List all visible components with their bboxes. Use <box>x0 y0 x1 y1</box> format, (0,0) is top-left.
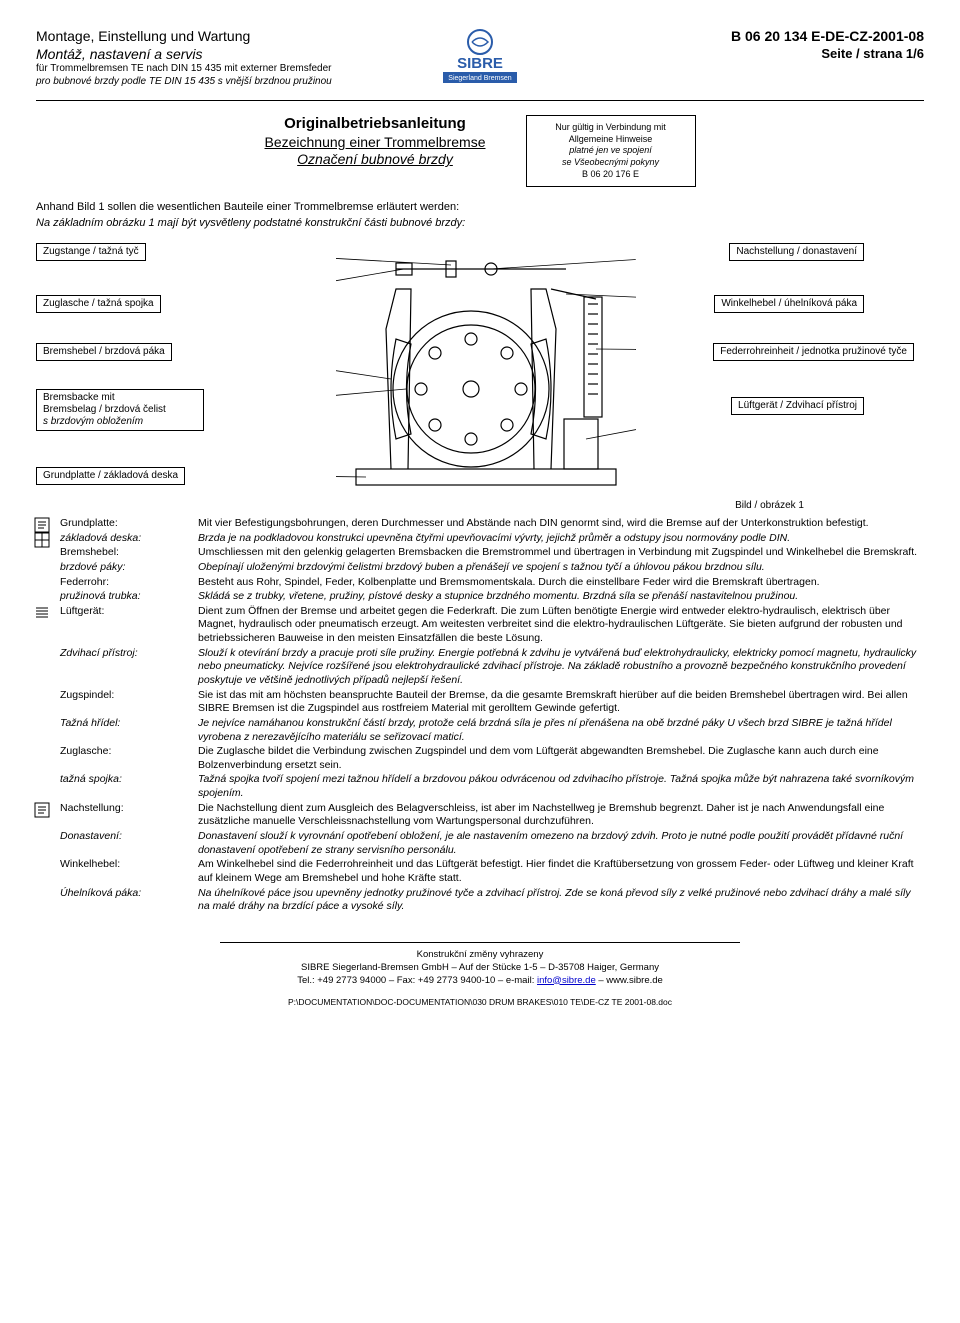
def-term: tažná spojka: <box>60 773 190 800</box>
def-term: Donastavení: <box>60 830 190 857</box>
brake-diagram: Zugstange / tažná tyč Zuglasche / tažná … <box>36 239 924 509</box>
header-sub-cz: pro bubnové brzdy podle TE DIN 15 435 s … <box>36 76 480 89</box>
def-desc: Na úhelníkové páce jsou upevněny jednotk… <box>198 887 924 914</box>
note-icon <box>34 802 52 820</box>
label-zugstange: Zugstange / tažná tyč <box>36 243 146 262</box>
def-term: brzdové páky: <box>60 561 190 575</box>
label-bremshebel: Bremshebel / brzdová páka <box>36 343 172 362</box>
def-desc: Die Zuglasche bildet die Verbindung zwis… <box>198 745 924 772</box>
def-desc: Besteht aus Rohr, Spindel, Feder, Kolben… <box>198 576 924 590</box>
def-term: Úhelníková páka: <box>60 887 190 914</box>
def-desc: Sie ist das mit am höchsten beanspruchte… <box>198 689 924 716</box>
notice-l4: se Všeobecnými pokyny <box>535 157 687 169</box>
label-federrohr: Federrohreinheit / jednotka pružinové ty… <box>713 343 914 362</box>
def-term: Zugspindel: <box>60 689 190 716</box>
notice-l2: Allgemeine Hinweise <box>535 134 687 146</box>
notice-l3: platné jen ve spojení <box>535 145 687 157</box>
footer-l3: Tel.: +49 2773 94000 – Fax: +49 2773 940… <box>36 975 924 988</box>
def-term: Tažná hřídel: <box>60 717 190 744</box>
label-grundplatte: Grundplatte / základová deska <box>36 467 185 486</box>
def-term: Grundplatte: <box>60 517 190 531</box>
title-sub-de: Bezeichnung einer Trommelbremse <box>265 134 486 152</box>
label-winkelhebel: Winkelhebel / úhelníková páka <box>714 295 864 314</box>
label-bremsbacke: Bremsbacke mit Bremsbelag / brzdová čeli… <box>36 389 204 431</box>
validity-notice: Nur gültig in Verbindung mit Allgemeine … <box>526 115 696 187</box>
header-left: Montage, Einstellung und Wartung Montáž,… <box>36 28 480 88</box>
def-desc: Slouží k otevírání brzdy a pracuje proti… <box>198 647 924 688</box>
figure-caption: Bild / obrázek 1 <box>735 500 804 513</box>
def-term: pružinová trubka: <box>60 590 190 604</box>
def-term: Bremshebel: <box>60 546 190 560</box>
def-desc: Tažná spojka tvoří spojení mezi tažnou h… <box>198 773 924 800</box>
footer-path: P:\DOCUMENTATION\DOC-DOCUMENTATION\030 D… <box>36 997 924 1008</box>
svg-text:SIBRE: SIBRE <box>457 55 503 72</box>
title-block: Originalbetriebsanleitung Bezeichnung ei… <box>36 115 924 187</box>
def-desc: Je nejvíce namáhanou konstrukční částí b… <box>198 717 924 744</box>
def-term: Zdvihací přístroj: <box>60 647 190 688</box>
logo: SIBRE Siegerland Bremsen <box>425 28 535 89</box>
def-desc: Skládá se z trubky, vřetene, pružiny, pí… <box>198 590 924 604</box>
def-desc: Dient zum Öffnen der Bremse und arbeitet… <box>198 605 924 646</box>
label-zuglasche: Zuglasche / tažná spojka <box>36 295 161 314</box>
page-footer: Konstrukční změny vyhrazeny SIBRE Sieger… <box>36 942 924 1009</box>
def-desc: Mit vier Befestigungsbohrungen, deren Du… <box>198 517 924 531</box>
header-title-cz: Montáž, nastavení a servis <box>36 46 480 64</box>
def-term: Federrohr: <box>60 576 190 590</box>
doc-number: B 06 20 134 E-DE-CZ-2001-08 <box>480 28 924 46</box>
notice-l1: Nur gültig in Verbindung mit <box>535 122 687 134</box>
definitions: Grundplatte: Mit vier Befestigungsbohrung… <box>60 517 924 914</box>
page-number: Seite / strana 1/6 <box>480 46 924 62</box>
def-desc: Umschliessen mit den gelenkig gelagerten… <box>198 546 924 560</box>
def-desc: Die Nachstellung dient zum Ausgleich des… <box>198 802 924 829</box>
def-term: Nachstellung: <box>60 802 190 829</box>
brake-drawing-icon <box>336 239 636 499</box>
header-rule <box>36 100 924 101</box>
title-main: Originalbetriebsanleitung <box>265 115 486 134</box>
def-term: Zuglasche: <box>60 745 190 772</box>
svg-text:Siegerland Bremsen: Siegerland Bremsen <box>448 75 512 82</box>
header-right: B 06 20 134 E-DE-CZ-2001-08 Seite / stra… <box>480 28 924 62</box>
footer-email-link[interactable]: info@sibre.de <box>537 975 596 986</box>
header-title-de: Montage, Einstellung und Wartung <box>36 28 480 46</box>
lines-icon <box>34 605 52 623</box>
footer-l2: SIBRE Siegerland-Bremsen GmbH – Auf der … <box>36 962 924 975</box>
label-luftgerat: Lüftgerät / Zdvihací přístroj <box>731 397 864 416</box>
intro-de: Anhand Bild 1 sollen die wesentlichen Ba… <box>36 201 924 215</box>
notice-l5: B 06 20 176 E <box>535 169 687 181</box>
intro-cz: Na základním obrázku 1 mají být vysvětle… <box>36 217 924 231</box>
def-term: základová deska: <box>60 532 190 546</box>
def-term: Lüftgerät: <box>60 605 190 646</box>
title-sub-cz: Označení bubnové brzdy <box>265 151 486 169</box>
page-header: Montage, Einstellung und Wartung Montáž,… <box>36 28 924 88</box>
label-nachstellung: Nachstellung / donastavení <box>729 243 864 262</box>
title-center: Originalbetriebsanleitung Bezeichnung ei… <box>265 115 486 169</box>
def-term: Winkelhebel: <box>60 858 190 885</box>
footer-rule <box>220 942 740 943</box>
header-sub-de: für Trommelbremsen TE nach DIN 15 435 mi… <box>36 63 480 76</box>
def-desc: Donastavení slouží k vyrovnání opotřeben… <box>198 830 924 857</box>
def-desc: Brzda je na podkladovou konstrukci upevn… <box>198 532 924 546</box>
sibre-logo-icon: SIBRE Siegerland Bremsen <box>425 28 535 84</box>
def-desc: Am Winkelhebel sind die Federrohreinheit… <box>198 858 924 885</box>
def-desc: Obepínají uloženými brzdovými čelistmi b… <box>198 561 924 575</box>
grid-icon <box>34 532 52 550</box>
footer-l1: Konstrukční změny vyhrazeny <box>36 949 924 962</box>
